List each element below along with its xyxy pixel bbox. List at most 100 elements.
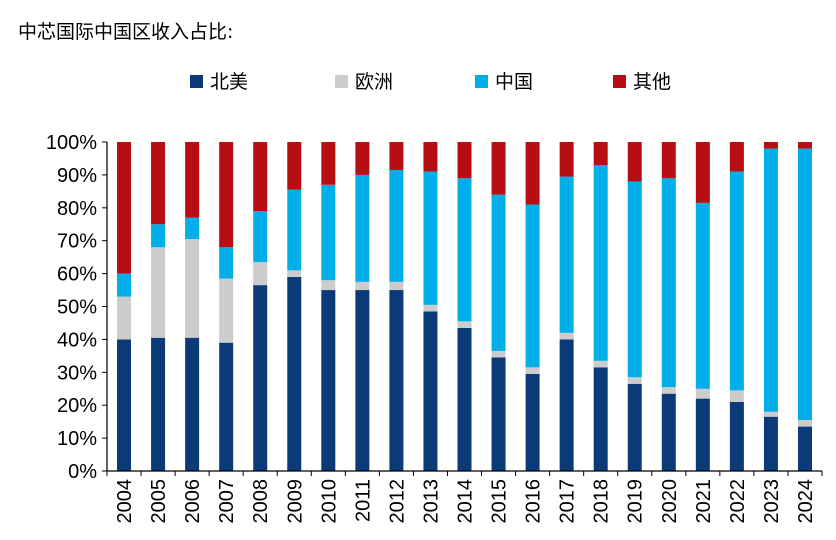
bar-2008-series-3 [253,142,268,212]
x-tick-label: 2005 [148,479,170,524]
bar-2006-series-3 [185,142,200,218]
bar-2010-series-1 [321,280,336,291]
y-tick-label: 0% [68,461,97,483]
bar-2016-series-1 [525,367,540,374]
y-tick-label: 30% [57,362,97,384]
bar-2023-series-3 [763,142,778,149]
bar-2023-series-1 [763,411,778,417]
bar-2011-series-3 [355,142,370,175]
bar-2019-series-0 [627,383,642,471]
page-title: 中芯国际中国区收入占比: [18,21,234,43]
bar-2005-series-2 [151,224,166,248]
legend-label: 北美 [210,71,248,93]
bar-2017-series-1 [559,332,574,340]
x-tick-label: 2007 [216,479,238,524]
x-tick-label: 2021 [693,479,715,524]
bar-2023-series-2 [763,148,778,412]
bar-2010-series-0 [321,290,336,471]
bar-2006-series-0 [185,337,200,471]
bar-2013-series-3 [423,142,438,172]
bar-2014-series-2 [457,178,472,322]
bar-2015-series-2 [491,194,506,351]
bar-2024-series-3 [797,142,812,149]
bar-2012-series-0 [389,290,404,471]
bar-2022-series-0 [729,401,744,471]
x-tick-label: 2020 [659,479,681,524]
bar-2015-series-0 [491,357,506,471]
bar-2013-series-0 [423,311,438,471]
bar-2004-series-1 [117,296,132,340]
bar-2017-series-0 [559,339,574,471]
bar-2004-series-3 [117,142,132,274]
bar-2022-series-2 [729,171,744,391]
bar-2004-series-0 [117,339,132,471]
legend-label: 中国 [495,71,533,93]
x-tick-label: 2015 [489,479,511,524]
bar-2010-series-3 [321,142,336,185]
bar-2020-series-0 [661,393,676,471]
bar-2018-series-2 [593,165,608,361]
legend-swatch [190,75,203,88]
bar-2021-series-2 [695,202,710,389]
bar-2014-series-1 [457,321,472,328]
x-tick-label: 2017 [557,479,579,524]
bar-2021-series-3 [695,142,710,203]
bar-2010-series-2 [321,184,336,281]
x-tick-label: 2011 [352,479,374,522]
y-tick-label: 80% [57,198,97,220]
x-tick-label: 2018 [591,479,613,524]
bar-2019-series-3 [627,142,642,182]
bar-2020-series-3 [661,142,676,179]
legend-swatch [613,75,626,88]
bar-2007-series-1 [219,278,234,343]
x-tick-label: 2023 [761,479,783,524]
bar-2007-series-3 [219,142,234,248]
bar-2008-series-1 [253,262,268,286]
x-tick-label: 2016 [523,479,545,524]
bar-2008-series-0 [253,285,268,471]
bar-2008-series-2 [253,211,268,263]
legend-label: 欧洲 [355,71,393,93]
bar-2023-series-0 [763,416,778,471]
bar-2009-series-2 [287,189,302,271]
bar-2012-series-3 [389,142,404,170]
bar-2017-series-2 [559,176,574,333]
bar-2007-series-2 [219,247,234,279]
x-tick-label: 2013 [420,479,442,524]
bar-2018-series-0 [593,367,608,471]
bar-2022-series-1 [729,390,744,402]
x-tick-label: 2012 [386,479,408,524]
y-tick-label: 50% [57,297,97,319]
bar-2005-series-0 [151,337,166,471]
bar-2013-series-2 [423,171,438,305]
x-tick-label: 2004 [114,479,136,524]
bar-2011-series-2 [355,174,370,282]
x-tick-label: 2008 [250,479,272,524]
legend-swatch [335,75,348,88]
bar-2024-series-0 [797,426,812,471]
bar-2009-series-3 [287,142,302,190]
bar-2015-series-3 [491,142,506,195]
bar-2017-series-3 [559,142,574,177]
bar-2020-series-1 [661,387,676,394]
bar-2019-series-1 [627,377,642,384]
bar-2014-series-0 [457,327,472,471]
bar-2009-series-1 [287,270,302,277]
bar-2018-series-3 [593,142,608,166]
bar-2009-series-0 [287,276,302,471]
bar-2005-series-3 [151,142,166,225]
legend-label: 其他 [633,71,671,93]
legend: 北美 欧洲 中国 其他 [190,71,671,93]
y-tick-label: 10% [57,428,97,450]
bar-2005-series-1 [151,247,166,338]
bar-2024-series-1 [797,420,812,427]
legend-swatch [475,75,488,88]
bar-2022-series-3 [729,142,744,172]
bar-2021-series-1 [695,388,710,399]
bar-2024-series-2 [797,148,812,421]
bars [117,142,812,471]
bar-2020-series-2 [661,178,676,388]
x-tick-label: 2006 [182,479,204,524]
bar-2007-series-0 [219,342,234,471]
y-tick-label: 100% [46,132,97,154]
